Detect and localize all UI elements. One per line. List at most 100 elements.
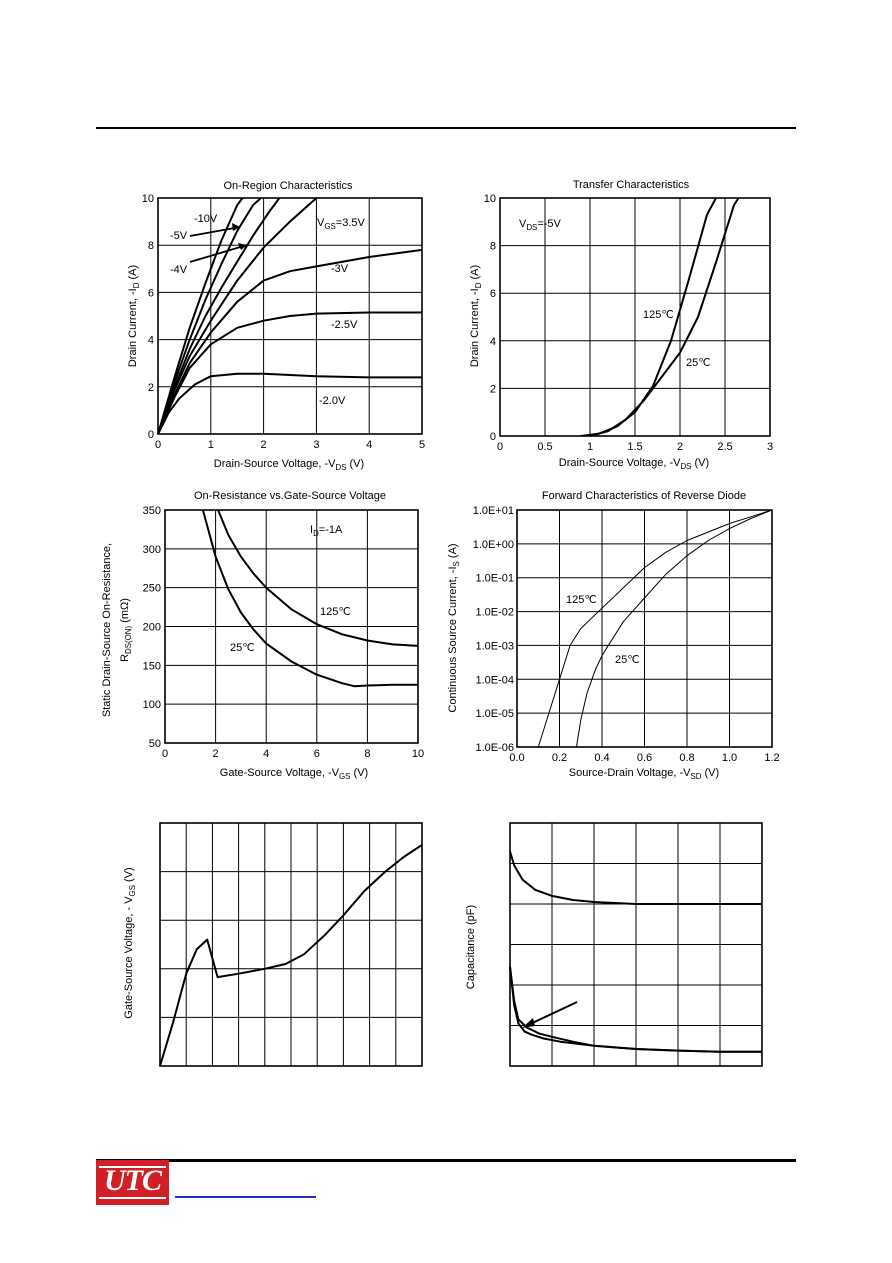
x-tick-label: 4 [263, 748, 269, 760]
chart-capacitance: Capacitance (pF) [465, 822, 763, 1067]
annotation-label: 25℃ [615, 654, 640, 666]
x-axis-label: Drain-Source Voltage, -VDS (V) [214, 458, 364, 472]
annotation-label: -2.5V [331, 319, 358, 331]
y-tick-label: 300 [143, 544, 161, 556]
chart-title: On-Region Characteristics [224, 180, 353, 192]
y-tick-label: 6 [148, 287, 154, 299]
y-tick-label: 8 [490, 241, 496, 253]
chart-title: Transfer Characteristics [573, 179, 690, 191]
series-line-2 [576, 509, 773, 748]
x-tick-label: 0.6 [637, 752, 652, 764]
x-tick-label: 1 [208, 439, 214, 451]
y-tick-label: 50 [149, 738, 161, 750]
footer-rule [96, 1159, 796, 1162]
plot-frame [159, 822, 423, 1067]
y-tick-label: 8 [148, 240, 154, 252]
annotation-label: ID=-1A [310, 524, 343, 538]
annotation-label: 125℃ [643, 309, 674, 321]
x-tick-label: 1.0 [722, 752, 737, 764]
gridlines [509, 822, 763, 1067]
y-tick-label: 1.0E-05 [475, 708, 514, 720]
y-tick-label: 150 [143, 660, 161, 672]
x-tick-label: 4 [366, 439, 372, 451]
chart-title: On-Resistance vs.Gate-Source Voltage [194, 490, 386, 502]
y-axis-label: Drain Current, -ID (A) [469, 265, 483, 367]
annotation-label: -3V [331, 263, 349, 275]
series-line-1 [509, 851, 762, 905]
y-axis-label: Static Drain-Source On-Resistance, [101, 543, 113, 717]
website-link[interactable] [175, 1196, 316, 1198]
y-tick-label: 100 [143, 699, 161, 711]
y-tick-label: 2 [490, 383, 496, 395]
series-line-1 [217, 509, 419, 647]
y-axis-label: Continuous Source Current, -IS (A) [447, 543, 461, 712]
series-line-6 [157, 311, 422, 435]
annotation-label: -2.0V [319, 395, 346, 407]
plot-frame [516, 509, 773, 748]
y-tick-label: 4 [490, 336, 496, 348]
series-line-3 [509, 966, 762, 1053]
arrow-minus5v [189, 226, 241, 237]
header-rule [96, 127, 796, 129]
chart-transfer: 0 0.5 1 1.5 2 2.5 3 0 2 4 6 8 10 Transfer Characteris… [469, 179, 773, 471]
annotation-label: VGS=3.5V [317, 217, 365, 231]
x-tick-label: 8 [364, 748, 370, 760]
x-tick-label: 0.0 [509, 752, 524, 764]
x-tick-label: 1.2 [764, 752, 779, 764]
arrow-minus4v [189, 244, 248, 263]
logo-text: UTC [104, 1164, 162, 1197]
arrowhead [238, 243, 247, 250]
y-tick-label: 1.0E-01 [475, 573, 514, 585]
y-tick-label: 250 [143, 583, 161, 595]
y-tick-label: 1.0E-02 [475, 607, 514, 619]
x-axis-label: Source-Drain Voltage, -VSD (V) [569, 767, 719, 781]
x-tick-label: 0.2 [552, 752, 567, 764]
y-tick-label: 2 [148, 382, 154, 394]
y-tick-label: 350 [143, 505, 161, 517]
x-tick-label: 0 [497, 441, 503, 453]
annotation-label: 25℃ [230, 642, 255, 654]
x-axis-label: Drain-Source Voltage, -VDS (V) [559, 457, 709, 471]
x-tick-label: 3 [767, 441, 773, 453]
series-line-5 [157, 248, 423, 435]
y-axis-label-2: RDS(ON) (mΩ) [119, 598, 133, 662]
series-line-4 [157, 197, 318, 435]
chart-title: Forward Characteristics of Reverse Diode [542, 490, 746, 502]
x-tick-label: 0.5 [537, 441, 552, 453]
chart-on-region: 0 1 2 3 4 5 0 2 4 6 8 10 On-Region Characteristics Dr… [127, 180, 425, 472]
y-tick-label: 1.0E+00 [473, 539, 514, 551]
arrowhead [522, 1018, 535, 1028]
y-tick-label: 6 [490, 288, 496, 300]
y-tick-label: 1.0E-06 [475, 742, 514, 754]
x-tick-label: 3 [313, 439, 319, 451]
x-tick-label: 2.5 [717, 441, 732, 453]
x-tick-label: 0.8 [679, 752, 694, 764]
x-tick-label: 2 [677, 441, 683, 453]
y-axis-label: Capacitance (pF) [465, 905, 477, 989]
chart-gate-charge: Gate-Source Voltage, - VGS (V) [123, 822, 423, 1067]
chart-on-resistance: 0 2 4 6 8 10 50 100 150 200 250 300 350 On-Resistance… [101, 490, 424, 781]
series-line-2 [589, 197, 740, 437]
series-line-1 [157, 197, 244, 435]
x-tick-label: 0 [155, 439, 161, 451]
x-tick-label: 2 [213, 748, 219, 760]
annotation-label: 25℃ [686, 357, 711, 369]
series-line-7 [157, 372, 422, 435]
annotation-label: -10V [194, 213, 218, 225]
plot-frame [164, 509, 419, 744]
gridlines [499, 197, 771, 437]
x-tick-label: 1.5 [627, 441, 642, 453]
series-line-2 [157, 197, 262, 435]
annotation-label: VDS=-5V [519, 218, 562, 232]
y-tick-label: 10 [142, 193, 154, 205]
x-tick-label: 6 [314, 748, 320, 760]
y-axis-label: Gate-Source Voltage, - VGS (V) [123, 867, 137, 1018]
arrow-capacitance [525, 1001, 578, 1027]
plot-frame [509, 822, 763, 1067]
arrowhead [232, 223, 240, 231]
y-tick-label: 1.0E-04 [475, 674, 514, 686]
annotation-label: -4V [170, 264, 188, 276]
annotation-label: 125℃ [566, 594, 597, 606]
series-line-1 [159, 844, 423, 1067]
